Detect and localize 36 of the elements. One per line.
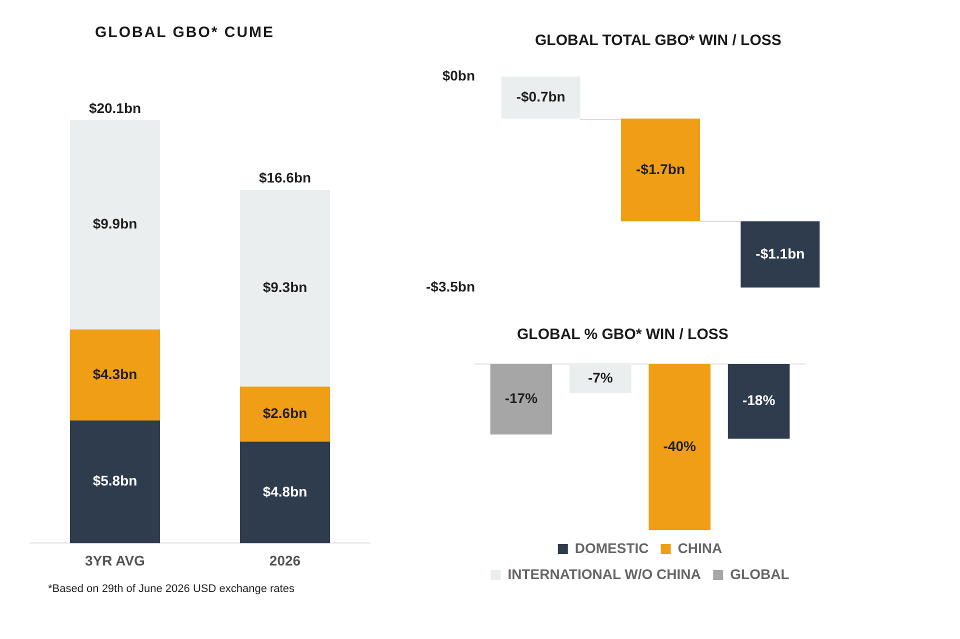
x-tick-label: 2026 xyxy=(269,552,301,568)
data-label: $4.3bn xyxy=(92,366,138,382)
data-label: $5.8bn xyxy=(92,472,138,489)
bar xyxy=(240,190,330,387)
data-label: $4.8bn xyxy=(262,483,308,500)
total-label: $20.1bn xyxy=(88,100,142,116)
total-label: $16.6bn xyxy=(258,170,312,186)
legend-label: GLOBAL xyxy=(730,566,790,582)
data-label: $9.3bn xyxy=(262,279,308,296)
data-label: -7% xyxy=(588,369,614,386)
bar xyxy=(740,221,820,288)
data-label: -18% xyxy=(742,392,776,408)
bar xyxy=(70,420,160,544)
bar xyxy=(70,329,160,420)
chart-title: GLOBAL % GBO* WIN / LOSS xyxy=(517,326,728,343)
data-label: -40% xyxy=(663,438,696,454)
data-label: -$0.7bn xyxy=(516,88,566,104)
chart-title: GLOBAL GBO* CUME xyxy=(95,24,275,41)
bar xyxy=(70,120,160,330)
legend-label: DOMESTIC xyxy=(574,540,649,556)
bar xyxy=(240,386,330,442)
x-tick-label: 3YR AVG xyxy=(85,552,146,568)
legend-label: INTERNATIONAL W/O CHINA xyxy=(508,566,701,582)
data-label: -$1.7bn xyxy=(636,160,686,177)
data-label: -$1.1bn xyxy=(756,245,805,262)
data-label: -17% xyxy=(504,390,538,406)
bar xyxy=(501,76,580,119)
data-label: $2.6bn xyxy=(262,404,308,421)
bar xyxy=(621,118,700,222)
text: *Based on 29th of June 2026 USD exchange rates xyxy=(48,583,294,595)
y-tick-label: $0bn xyxy=(442,67,476,84)
y-tick-label: -$3.5bn xyxy=(426,278,476,294)
bar xyxy=(240,442,330,544)
chart-title: GLOBAL TOTAL GBO* WIN / LOSS xyxy=(535,32,782,49)
data-label: $9.9bn xyxy=(92,216,138,232)
legend-label: CHINA xyxy=(678,540,722,556)
